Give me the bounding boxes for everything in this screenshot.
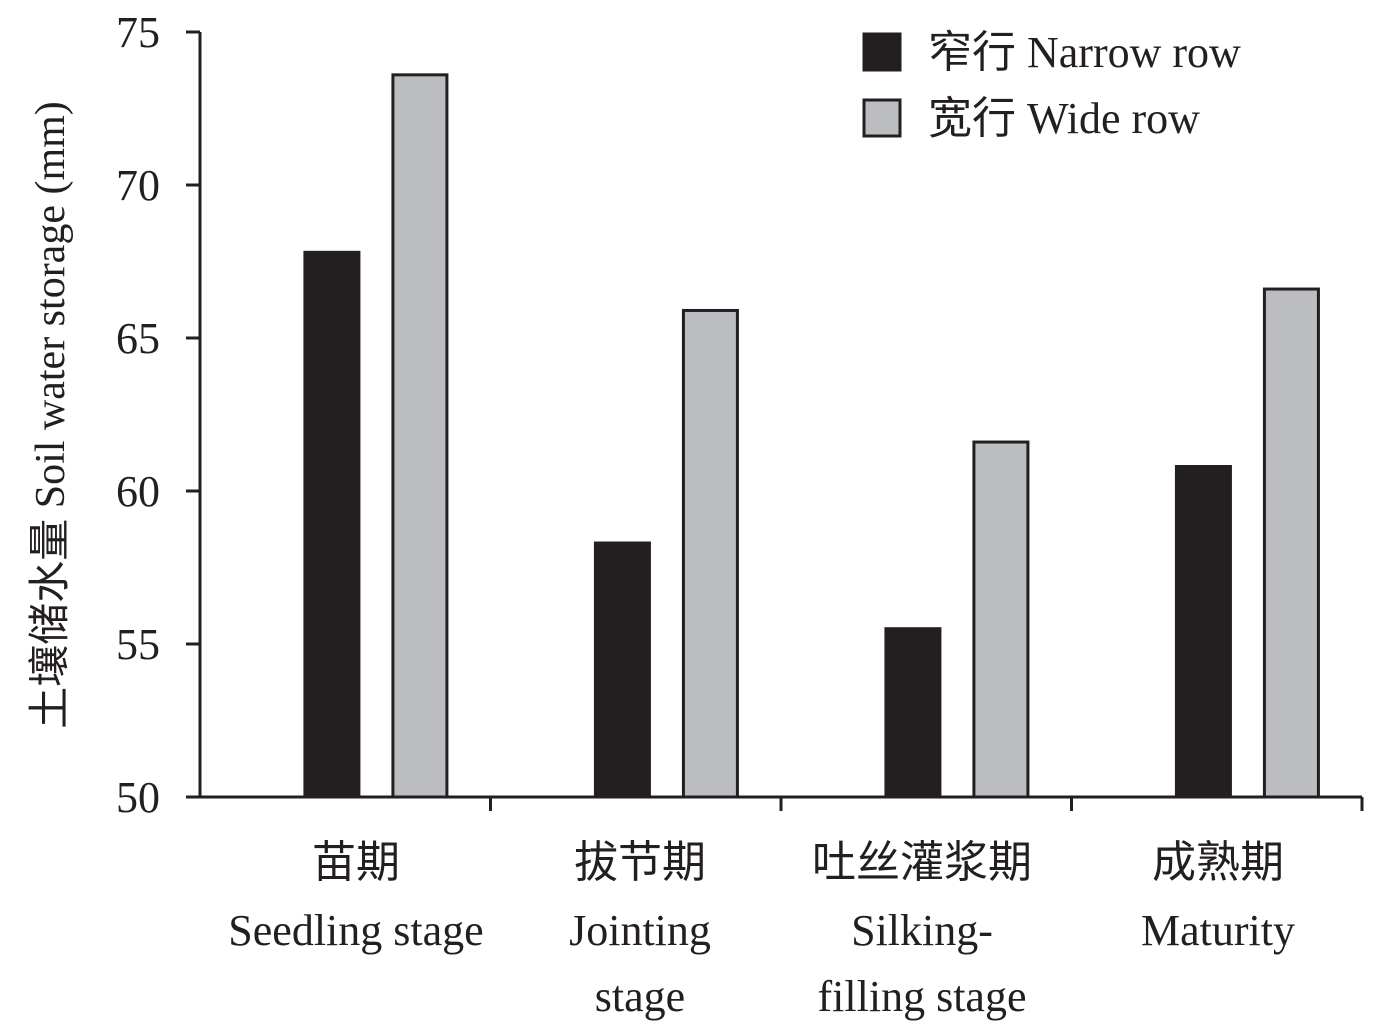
legend-swatch-0 <box>864 34 900 70</box>
category-label-en: Maturity <box>1141 906 1295 955</box>
category-label-en: Seedling stage <box>228 906 483 955</box>
category-label-en: Silking- <box>851 906 993 955</box>
category-label-en: stage <box>595 972 685 1021</box>
y-axis-label: 土壤储水量 Soil water storage (mm) <box>27 101 74 729</box>
bar-wide-3 <box>1264 289 1318 797</box>
bar-wide-2 <box>974 442 1028 797</box>
y-tick-label: 55 <box>116 620 160 669</box>
y-tick-label: 65 <box>116 314 160 363</box>
y-tick-label: 70 <box>116 161 160 210</box>
category-label-en: filling stage <box>818 972 1027 1021</box>
bar-narrow-3 <box>1176 467 1230 797</box>
y-tick-label: 50 <box>116 773 160 822</box>
legend: 窄行 Narrow row 宽行 Wide row <box>864 28 1241 143</box>
category-label-zh: 成熟期 <box>1152 838 1284 887</box>
category-label-zh: 吐丝灌浆期 <box>812 838 1032 887</box>
category-label-zh: 拔节期 <box>574 838 706 887</box>
bars <box>305 75 1319 797</box>
bar-narrow-2 <box>886 629 940 797</box>
category-labels: 苗期 Seedling stage 拔节期 Jointing stage 吐丝灌浆期 Sil… <box>228 838 1295 1021</box>
bar-narrow-0 <box>305 252 359 797</box>
bar-narrow-1 <box>595 543 649 797</box>
bar-wide-0 <box>393 75 447 797</box>
bar-wide-1 <box>683 310 737 797</box>
y-tick-label: 75 <box>116 8 160 57</box>
legend-swatch-1 <box>864 100 900 136</box>
category-label-en: Jointing <box>569 906 711 955</box>
legend-label-0: 窄行 Narrow row <box>928 28 1241 77</box>
category-label-zh: 苗期 <box>312 838 400 887</box>
y-tick-label: 60 <box>116 467 160 516</box>
legend-label-1: 宽行 Wide row <box>928 94 1200 143</box>
